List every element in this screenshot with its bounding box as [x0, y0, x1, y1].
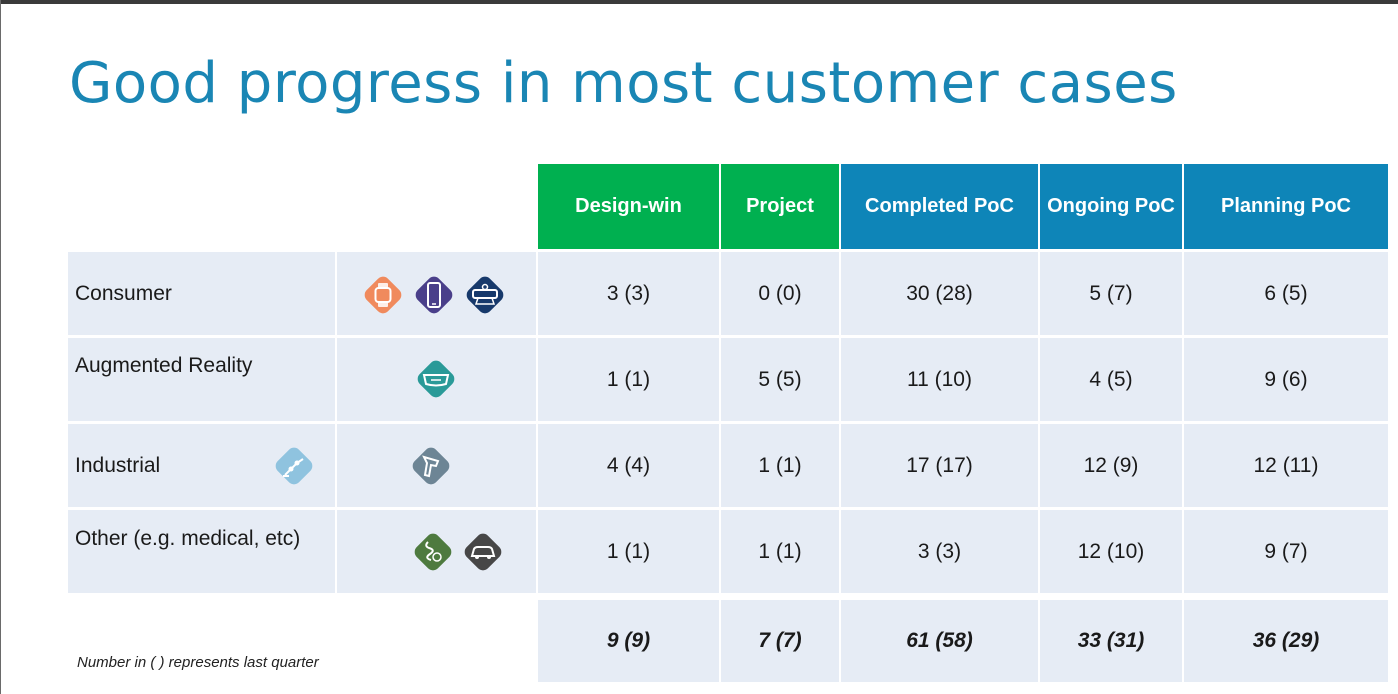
total-completed-poc: 61 (58): [841, 600, 1038, 682]
table-cell: 12 (11): [1184, 424, 1388, 507]
column-header-project: Project: [721, 164, 839, 249]
table-cell: 1 (1): [721, 424, 839, 507]
column-header-planning-poc: Planning PoC: [1184, 164, 1388, 249]
smartwatch-icon: [364, 276, 402, 314]
table-cell: 30 (28): [841, 252, 1038, 335]
slide-title: Good progress in most customer cases: [69, 51, 1178, 116]
robot-arm-icon: [275, 447, 313, 485]
total-planning-poc: 36 (29): [1184, 600, 1388, 682]
table-cell: 5 (5): [721, 338, 839, 421]
column-header-design-win: Design-win: [538, 164, 719, 249]
barcode-scanner-icon: [412, 447, 450, 485]
car-icon: [464, 533, 502, 571]
table-cell: 1 (1): [721, 510, 839, 593]
table-cell: 1 (1): [538, 510, 719, 593]
total-design-win: 9 (9): [538, 600, 719, 682]
row-label-augmented-reality: Augmented Reality: [68, 338, 335, 421]
table-cell: 17 (17): [841, 424, 1038, 507]
total-project: 7 (7): [721, 600, 839, 682]
column-header-ongoing-poc: Ongoing PoC: [1040, 164, 1182, 249]
table-cell: 6 (5): [1184, 252, 1388, 335]
table-cell: 9 (7): [1184, 510, 1388, 593]
column-header-completed-poc: Completed PoC: [841, 164, 1038, 249]
row-label-other: Other (e.g. medical, etc): [68, 510, 335, 593]
footnote: Number in ( ) represents last quarter: [77, 654, 319, 671]
row-label-consumer: Consumer: [68, 252, 335, 335]
window-top-border: [0, 0, 1398, 4]
table-cell: 4 (4): [538, 424, 719, 507]
vr-headset-icon: [466, 276, 504, 314]
ar-glasses-icon: [417, 360, 455, 398]
table-cell: 9 (6): [1184, 338, 1388, 421]
intestine-icon: [414, 533, 452, 571]
table-cell: 0 (0): [721, 252, 839, 335]
total-ongoing-poc: 33 (31): [1040, 600, 1182, 682]
table-cell: 4 (5): [1040, 338, 1182, 421]
table-cell: 3 (3): [538, 252, 719, 335]
table-cell: 11 (10): [841, 338, 1038, 421]
table-cell: 1 (1): [538, 338, 719, 421]
table-cell: 12 (10): [1040, 510, 1182, 593]
window-left-border: [0, 0, 1, 694]
smartphone-icon: [415, 276, 453, 314]
table-cell: 12 (9): [1040, 424, 1182, 507]
table-cell: 5 (7): [1040, 252, 1182, 335]
table-cell: 3 (3): [841, 510, 1038, 593]
